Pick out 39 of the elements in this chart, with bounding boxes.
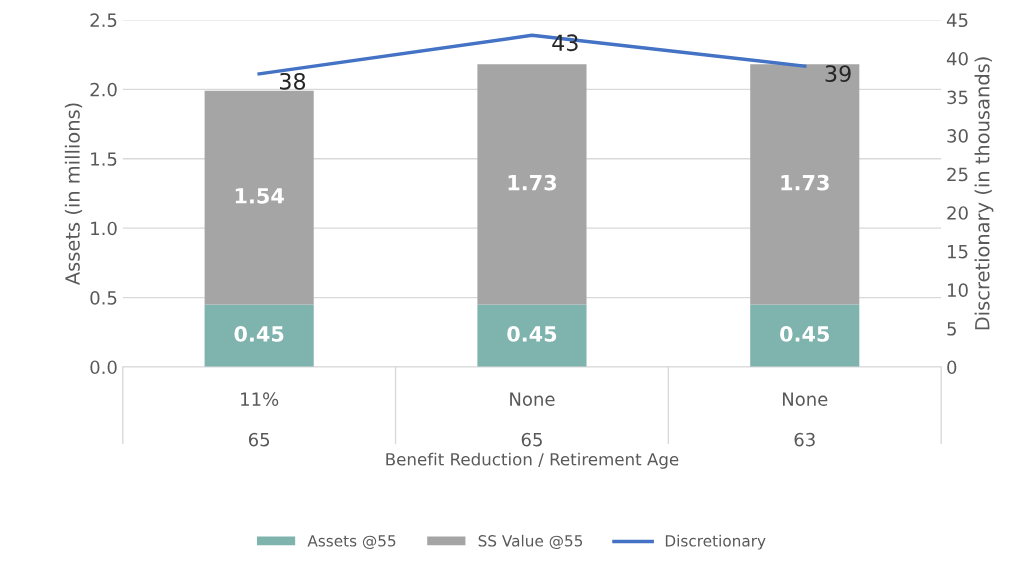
data-label: 1.73 — [781, 174, 829, 191]
y2-tick-label: 40 — [946, 51, 968, 66]
y2-axis-title: Discretionary (in thousands) — [974, 57, 994, 330]
category-label: None 65 — [510, 392, 555, 447]
bar — [477, 64, 587, 305]
data-label: 1.73 — [508, 174, 556, 191]
y-tick-label: 1.0 — [91, 221, 117, 236]
data-label: 0.45 — [780, 326, 830, 342]
category-label: None 63 — [782, 392, 828, 447]
bar — [750, 304, 860, 368]
data-label: 0.45 — [507, 326, 557, 342]
legend-label: SS Value @55 — [478, 534, 583, 550]
y-tick-label: 0.5 — [90, 291, 117, 305]
bar — [204, 90, 314, 305]
bar — [477, 304, 587, 368]
y-tick-label: 2.5 — [90, 13, 117, 28]
data-label: 0.45 — [234, 326, 284, 342]
data-label: 1.54 — [235, 188, 284, 204]
y2-tick-label: 35 — [947, 90, 968, 105]
y-tick-label: 1.5 — [91, 152, 117, 166]
y2-tick-label: 0 — [947, 360, 957, 375]
y2-tick-label: 20 — [947, 206, 968, 220]
y2-tick-label: 15 — [948, 245, 968, 259]
y-tick-label: 0.0 — [90, 360, 117, 375]
bar — [204, 304, 314, 368]
y2-tick-label: 5 — [947, 322, 956, 336]
y-axis-title: Assets (in millions) — [64, 103, 83, 286]
x-axis-title: Benefit Reduction / Retirement Age — [386, 452, 679, 469]
y2-tick-label: 25 — [947, 167, 968, 182]
bar — [750, 64, 860, 305]
y2-tick-label: 30 — [947, 129, 968, 143]
data-label: 39 — [825, 65, 851, 83]
y2-tick-label: 10 — [948, 283, 968, 297]
y-tick-label: 2.0 — [90, 82, 117, 97]
legend-label: Discretionary — [665, 534, 766, 550]
data-label: 38 — [280, 72, 306, 90]
legend-label: Assets @55 — [307, 535, 396, 550]
y2-tick-label: 45 — [946, 13, 968, 28]
category-label: 11% 65 — [241, 392, 279, 447]
